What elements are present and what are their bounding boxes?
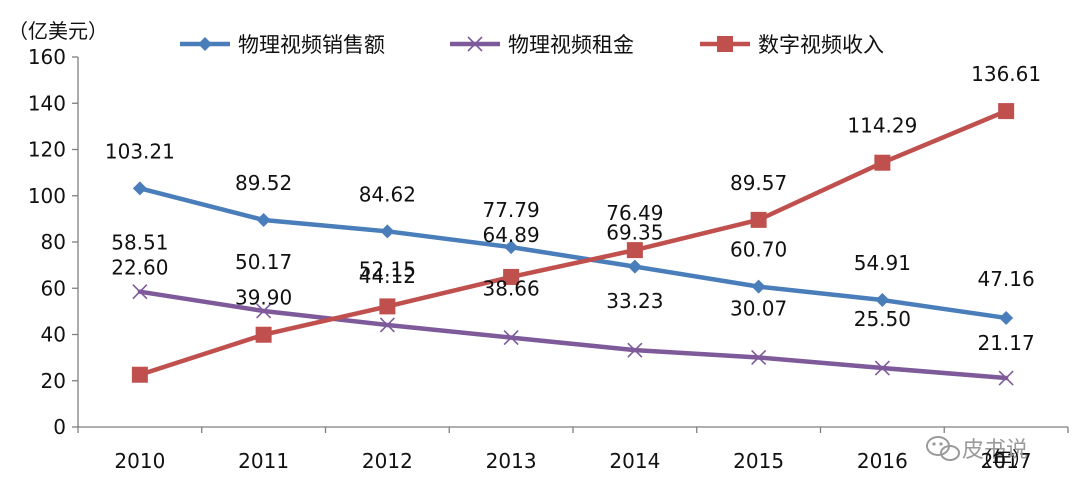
y-tick-label: 60 (41, 276, 66, 300)
legend-item-1: 物理视频销售额 (180, 33, 385, 57)
diamond-marker (999, 310, 1014, 325)
data-label: 54.91 (854, 251, 911, 275)
data-label: 30.07 (730, 296, 787, 320)
diamond-marker (875, 293, 890, 308)
data-label: 58.51 (111, 231, 168, 255)
square-marker (626, 242, 643, 259)
data-label: 136.61 (971, 62, 1041, 86)
data-label: 103.21 (105, 139, 175, 163)
data-label: 25.50 (854, 307, 911, 331)
data-label: 39.90 (235, 286, 292, 310)
data-label: 52.15 (359, 257, 416, 281)
data-label: 22.60 (111, 256, 168, 280)
series-3 (131, 103, 1015, 383)
y-tick-label: 160 (28, 45, 66, 69)
legend-label: 物理视频租金 (508, 33, 634, 57)
y-unit-label: （亿美元） (8, 19, 108, 43)
legend-item-2: 物理视频租金 (450, 33, 634, 57)
x-tick-label: 2010 (114, 449, 165, 473)
data-label: 21.17 (977, 331, 1034, 355)
diamond-marker (256, 212, 271, 227)
diamond-marker (504, 240, 519, 255)
data-label: 33.23 (606, 289, 663, 313)
x-tick-label: 2012 (362, 449, 413, 473)
square-marker (131, 366, 148, 383)
x-tick-label: 2016 (857, 449, 908, 473)
legend-item-3: 数字视频收入 (700, 33, 884, 57)
x-tick-label: 2017 (981, 449, 1032, 473)
data-label: 64.89 (482, 223, 539, 247)
y-tick-label: 140 (28, 91, 66, 115)
data-label: 38.66 (482, 277, 539, 301)
data-labels: 103.21 89.52 84.62 77.79 69.35 60.70 54.91 47.1… (105, 62, 1041, 355)
x-marker (256, 303, 272, 319)
legend: 物理视频销售额 物理视频租金 数字视频收入 (180, 33, 884, 57)
series-layer (131, 103, 1015, 386)
x-marker (132, 284, 148, 300)
diamond-marker (751, 279, 766, 294)
watermark-text: 皮书说 (962, 438, 1028, 463)
diamond-marker (380, 224, 395, 239)
x-marker (751, 349, 767, 366)
data-label: 77.79 (482, 198, 539, 222)
x-tick-label: 2011 (238, 449, 289, 473)
data-label: 89.52 (235, 171, 292, 195)
data-label: 69.35 (606, 221, 663, 245)
diamond-marker (198, 37, 212, 51)
y-tick-label: 40 (41, 323, 66, 347)
y-tick-label: 0 (53, 415, 66, 439)
x-tick-label: 2015 (733, 449, 784, 473)
x-marker (379, 317, 395, 333)
x-unit-label: （年） (972, 447, 1032, 471)
square-marker (750, 211, 767, 228)
data-label: 114.29 (847, 114, 917, 138)
x-marker (998, 370, 1014, 386)
series-2 (132, 284, 1014, 386)
y-tick-label: 80 (41, 230, 66, 254)
x-tick-label: 2013 (486, 449, 537, 473)
data-label: 84.62 (359, 182, 416, 206)
diamond-marker (132, 181, 147, 196)
y-tick-label: 20 (41, 369, 66, 393)
data-label: 60.70 (730, 238, 787, 262)
x-marker (627, 342, 643, 358)
axes: 0 20 40 60 80 100 120 140 160 2010 2011 2012 2013 201… (28, 45, 1069, 473)
wechat-icon (926, 436, 960, 461)
series-line (137, 289, 1009, 381)
square-marker (503, 268, 520, 285)
x-marker (874, 360, 890, 376)
x-marker (467, 36, 483, 52)
y-tick-label: 100 (28, 184, 66, 208)
square-marker (379, 298, 396, 315)
diamond-marker (627, 259, 642, 274)
y-tick-label: 120 (28, 138, 66, 162)
series-line (137, 186, 1009, 321)
x-tick-label: 2014 (609, 449, 660, 473)
watermark: 皮书说 (926, 436, 1028, 463)
legend-label: 数字视频收入 (758, 33, 884, 57)
x-marker (503, 330, 519, 346)
data-label: 89.57 (730, 171, 787, 195)
data-label: 44.12 (359, 264, 416, 288)
data-label: 47.16 (977, 267, 1034, 291)
square-marker (255, 326, 272, 343)
square-marker (717, 36, 733, 52)
legend-label: 物理视频销售额 (238, 33, 385, 57)
square-marker (998, 103, 1015, 120)
square-marker (874, 154, 891, 171)
series-line (137, 108, 1009, 377)
series-1 (132, 181, 1014, 325)
data-label: 50.17 (235, 250, 292, 274)
data-label: 76.49 (606, 201, 663, 225)
